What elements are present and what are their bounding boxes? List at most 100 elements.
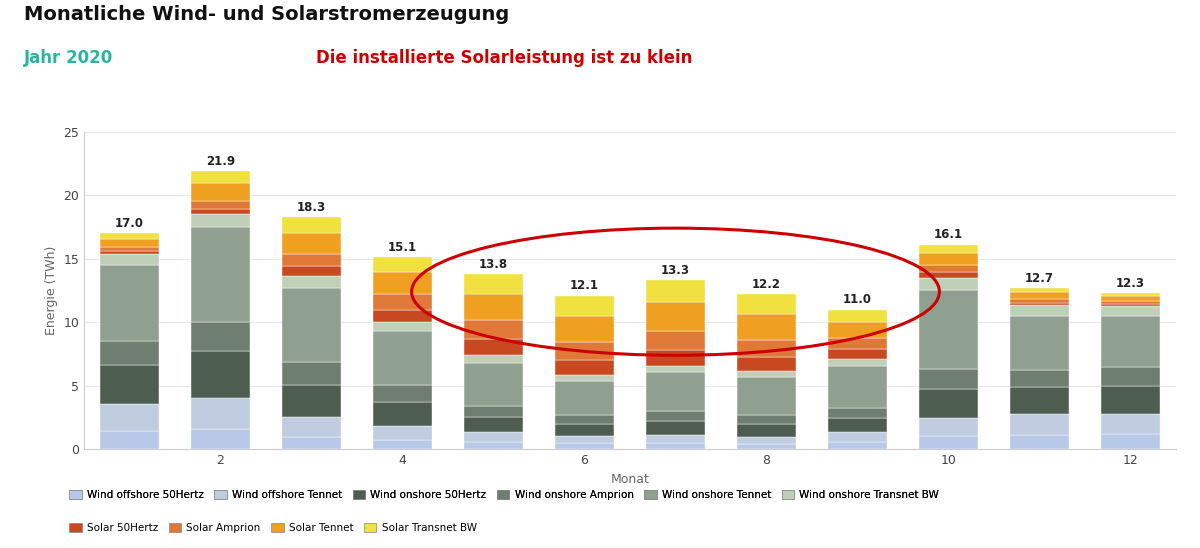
Bar (1100, 367, 1160, 386)
Bar (282, 362, 341, 385)
Bar (828, 432, 887, 442)
Bar (646, 302, 706, 330)
Bar (1100, 414, 1160, 434)
Bar (1100, 301, 1160, 304)
Text: Monatliche Wind- und Solarstromerzeugung: Monatliche Wind- und Solarstromerzeugung (24, 5, 509, 25)
Bar (1010, 435, 1069, 449)
Bar (554, 295, 614, 316)
Bar (1010, 292, 1069, 299)
Bar (1100, 304, 1160, 306)
Bar (282, 288, 341, 362)
Bar (282, 216, 341, 233)
Bar (282, 417, 341, 437)
Bar (373, 272, 432, 294)
Bar (554, 443, 614, 449)
Bar (282, 385, 341, 417)
Bar (1010, 299, 1069, 302)
Bar (1100, 293, 1160, 296)
Bar (1100, 306, 1160, 316)
Bar (1010, 316, 1069, 370)
Bar (554, 381, 614, 415)
Bar (554, 375, 614, 381)
Text: Jahr 2020: Jahr 2020 (24, 49, 113, 67)
Bar (737, 315, 796, 340)
Bar (828, 359, 887, 366)
Bar (282, 437, 341, 449)
Bar (554, 415, 614, 424)
Bar (282, 254, 341, 266)
Bar (282, 266, 341, 276)
Bar (646, 435, 706, 443)
Text: 12.3: 12.3 (1116, 277, 1145, 290)
Bar (1100, 434, 1160, 449)
Bar (554, 436, 614, 443)
Bar (646, 280, 706, 302)
Bar (464, 320, 523, 339)
Bar (1010, 370, 1069, 387)
Text: 11.0: 11.0 (842, 293, 872, 306)
Text: Die installierte Solarleistung ist zu klein: Die installierte Solarleistung ist zu kl… (316, 49, 692, 66)
Bar (1100, 296, 1160, 301)
Bar (464, 274, 523, 294)
Bar (373, 258, 432, 272)
Bar (191, 429, 250, 449)
Bar (373, 402, 432, 425)
Bar (464, 294, 523, 320)
Bar (554, 360, 614, 375)
Bar (100, 251, 160, 254)
Bar (1010, 302, 1069, 305)
Bar (464, 363, 523, 406)
Bar (737, 437, 796, 444)
Bar (100, 341, 160, 366)
Bar (282, 276, 341, 288)
Bar (646, 366, 706, 372)
Bar (191, 183, 250, 201)
Bar (919, 290, 978, 369)
Bar (100, 254, 160, 265)
Bar (737, 357, 796, 371)
Text: 18.3: 18.3 (296, 201, 326, 214)
Bar (919, 265, 978, 272)
Bar (646, 330, 706, 350)
Bar (828, 366, 887, 408)
Bar (464, 406, 523, 416)
Bar (1010, 288, 1069, 292)
Bar (464, 339, 523, 355)
Bar (464, 416, 523, 432)
Bar (919, 253, 978, 265)
Bar (100, 366, 160, 404)
Bar (828, 442, 887, 449)
Bar (646, 421, 706, 435)
Bar (737, 340, 796, 357)
Legend: Solar 50Hertz, Solar Amprion, Solar Tennet, Solar Transnet BW: Solar 50Hertz, Solar Amprion, Solar Tenn… (65, 519, 481, 537)
Bar (828, 339, 887, 349)
Bar (828, 408, 887, 418)
Bar (100, 247, 160, 251)
Text: 21.9: 21.9 (206, 155, 235, 168)
X-axis label: Monat: Monat (611, 473, 649, 486)
Bar (828, 322, 887, 339)
Bar (646, 412, 706, 421)
Bar (737, 371, 796, 378)
Bar (919, 389, 978, 418)
Bar (1100, 316, 1160, 367)
Bar (919, 272, 978, 278)
Bar (646, 350, 706, 366)
Bar (1010, 387, 1069, 414)
Bar (737, 444, 796, 449)
Bar (373, 385, 432, 402)
Bar (191, 227, 250, 322)
Bar (100, 265, 160, 341)
Bar (828, 418, 887, 432)
Y-axis label: Energie (TWh): Energie (TWh) (44, 246, 58, 335)
Bar (464, 442, 523, 449)
Bar (919, 369, 978, 389)
Text: 12.1: 12.1 (570, 279, 599, 292)
Bar (737, 415, 796, 424)
Bar (1010, 305, 1069, 316)
Bar (373, 310, 432, 322)
Bar (919, 418, 978, 436)
Bar (373, 425, 432, 440)
Bar (100, 404, 160, 431)
Text: 13.8: 13.8 (479, 258, 508, 271)
